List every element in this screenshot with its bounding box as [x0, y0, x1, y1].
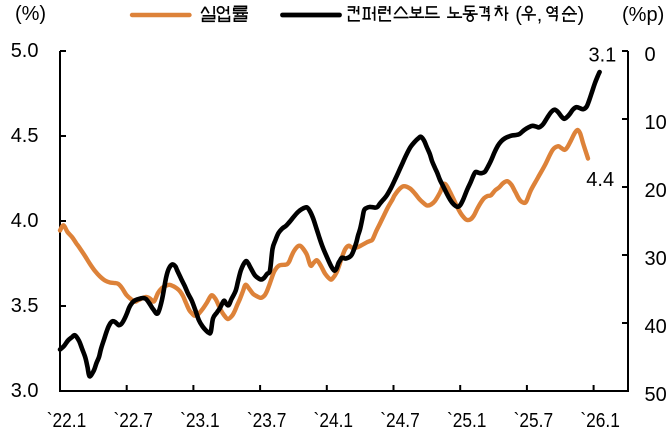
- svg-text:`24.1: `24.1: [314, 410, 354, 432]
- svg-text:10: 10: [645, 112, 667, 134]
- svg-text:,: ,: [537, 4, 543, 26]
- svg-text:`25.1: `25.1: [447, 410, 487, 432]
- svg-text:50: 50: [645, 384, 667, 406]
- svg-text:5.0: 5.0: [11, 40, 39, 62]
- svg-text:`26.1: `26.1: [580, 410, 620, 432]
- svg-text:(%p): (%p): [622, 4, 664, 26]
- svg-text:`23.1: `23.1: [180, 410, 220, 432]
- svg-text:20: 20: [645, 180, 667, 202]
- svg-text:(%): (%): [15, 3, 46, 25]
- svg-text:): ): [578, 4, 585, 26]
- svg-text:`24.7: `24.7: [380, 410, 420, 432]
- svg-text:4.4: 4.4: [586, 169, 614, 191]
- svg-text:4.5: 4.5: [11, 125, 39, 147]
- svg-text:3.0: 3.0: [11, 380, 39, 402]
- svg-text:0: 0: [645, 44, 656, 66]
- svg-text:`22.1: `22.1: [47, 410, 87, 432]
- svg-text:`23.7: `23.7: [247, 410, 287, 432]
- svg-text:30: 30: [645, 248, 667, 270]
- svg-text:(: (: [515, 4, 522, 26]
- svg-text:3.1: 3.1: [588, 45, 616, 67]
- svg-text:`22.7: `22.7: [113, 410, 153, 432]
- svg-text:40: 40: [645, 316, 667, 338]
- svg-text:4.0: 4.0: [11, 210, 39, 232]
- svg-text:`25.7: `25.7: [514, 410, 554, 432]
- svg-text:3.5: 3.5: [11, 295, 39, 317]
